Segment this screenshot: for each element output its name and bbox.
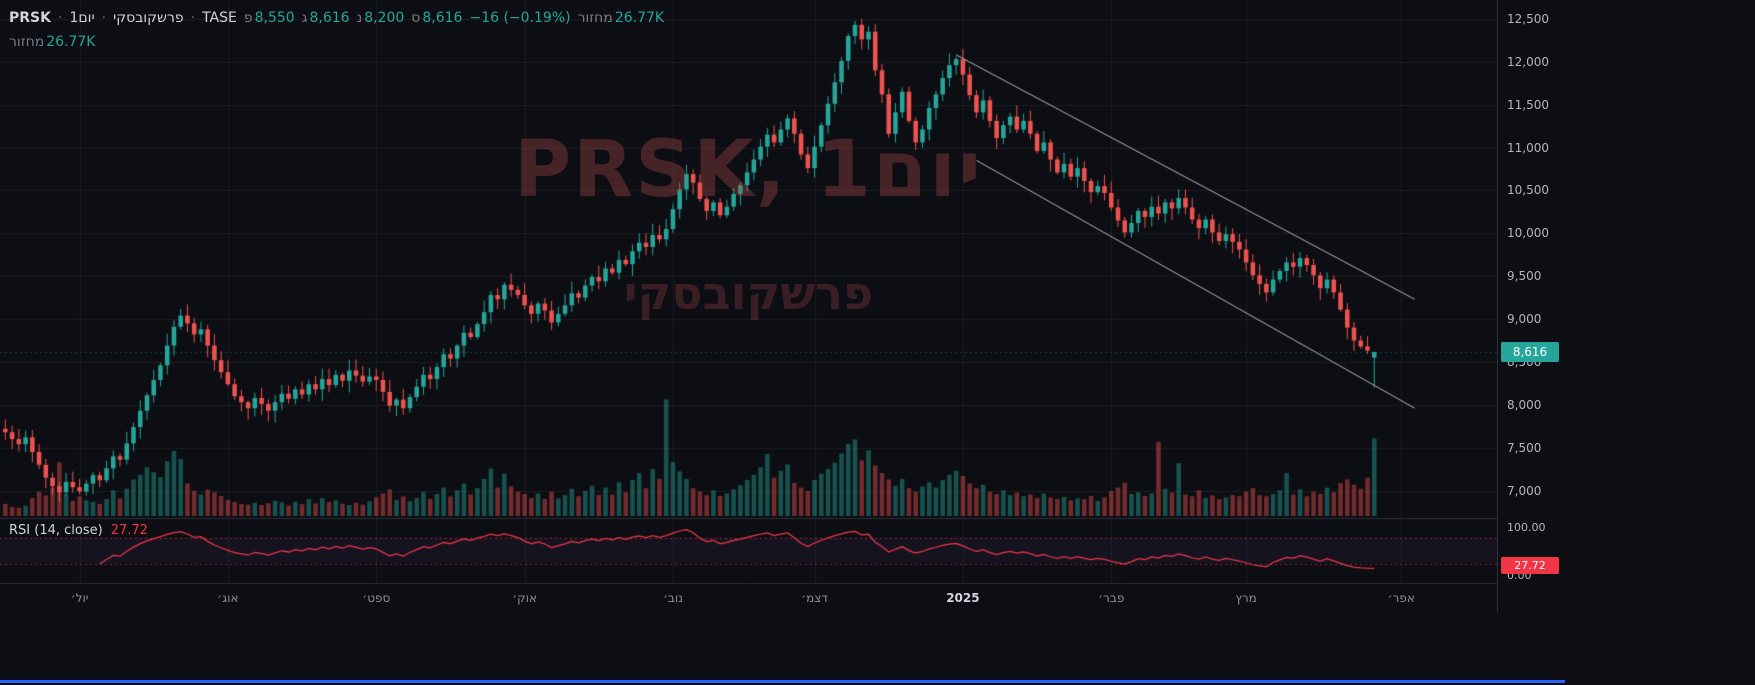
time-axis-label: 2025: [946, 591, 980, 605]
rsi-value-label: 27.72: [1501, 556, 1559, 574]
time-axis-label: יול׳: [70, 591, 89, 605]
last-price-label: 8,616: [1501, 341, 1559, 362]
price-axis-label: 10,500: [1507, 183, 1549, 198]
price-chart-canvas[interactable]: [0, 0, 1497, 612]
price-axis-label: 11,000: [1507, 140, 1549, 155]
price-axis-label: 9,000: [1507, 312, 1542, 327]
legend-token: נ: [356, 10, 363, 26]
legend-token: פרשקובסקי: [113, 10, 184, 26]
price-axis-label: 7,000: [1507, 483, 1542, 498]
time-axis-label: אוג׳: [217, 591, 239, 605]
legend-token: ס: [411, 10, 421, 26]
symbol-name: PRSK: [9, 10, 51, 26]
legend-token: 1יום: [69, 10, 95, 26]
legend-token: ·: [101, 10, 107, 26]
legend-token: TASE: [202, 10, 237, 26]
bottom-loading-bar: [0, 680, 1565, 683]
time-axis-label: פבר׳: [1098, 591, 1125, 605]
legend-token: 26.77K: [614, 10, 665, 26]
rsi-indicator-value: 27.72: [110, 523, 148, 538]
rsi-scale-top-label: 100.00: [1507, 521, 1546, 534]
rsi-indicator-name: RSI (14, close): [9, 523, 103, 538]
time-axis-label: אוק׳: [512, 591, 537, 605]
legend-token: 8,550: [254, 10, 295, 26]
legend-token: מחזור: [9, 34, 45, 50]
price-axis[interactable]: 100.00 0.00 8,616 27.72 12,500 12,000 11,5…: [1497, 0, 1568, 612]
legend-token: 8,616: [309, 10, 350, 26]
symbol-legend[interactable]: PRSK · 1יום · פרשקובסקי · TASE פ 8,550 ג 8,616 נ 8,2…: [9, 9, 671, 27]
time-axis-label: מרץ: [1235, 591, 1257, 605]
time-axis-label: דצמ׳: [801, 591, 828, 605]
rsi-indicator-legend[interactable]: RSI (14, close) 27.72: [9, 523, 148, 538]
legend-token: מחזור: [577, 10, 613, 26]
price-axis-label: 11,500: [1507, 97, 1549, 112]
legend-token: פ: [243, 10, 253, 26]
legend-token: ·: [57, 10, 63, 26]
legend-token: −16 (−0.19%): [469, 10, 571, 26]
time-axis-label: ספט׳: [362, 591, 391, 605]
legend-token: 8,200: [364, 10, 405, 26]
legend-token: ·: [190, 10, 196, 26]
time-axis-label: נוב׳: [662, 591, 683, 605]
price-axis-label: 12,500: [1507, 11, 1549, 26]
price-axis-label: 8,000: [1507, 397, 1542, 412]
time-axis-label: אפר׳: [1387, 591, 1415, 605]
volume-indicator-legend[interactable]: מחזור 26.77K: [9, 33, 102, 51]
time-axis[interactable]: יול׳ אוג׳ ספט׳ אוק׳ נוב׳ דצמ׳ 2025 פבר׳ מרץ אפר׳: [0, 583, 1497, 613]
legend-token: 26.77K: [46, 34, 96, 50]
price-axis-label: 12,000: [1507, 54, 1549, 69]
legend-token: 8,616: [422, 10, 463, 26]
price-axis-label: 10,000: [1507, 226, 1549, 241]
price-axis-label: 9,500: [1507, 269, 1542, 284]
price-axis-label: 7,500: [1507, 440, 1542, 455]
legend-token: ג: [301, 10, 308, 26]
